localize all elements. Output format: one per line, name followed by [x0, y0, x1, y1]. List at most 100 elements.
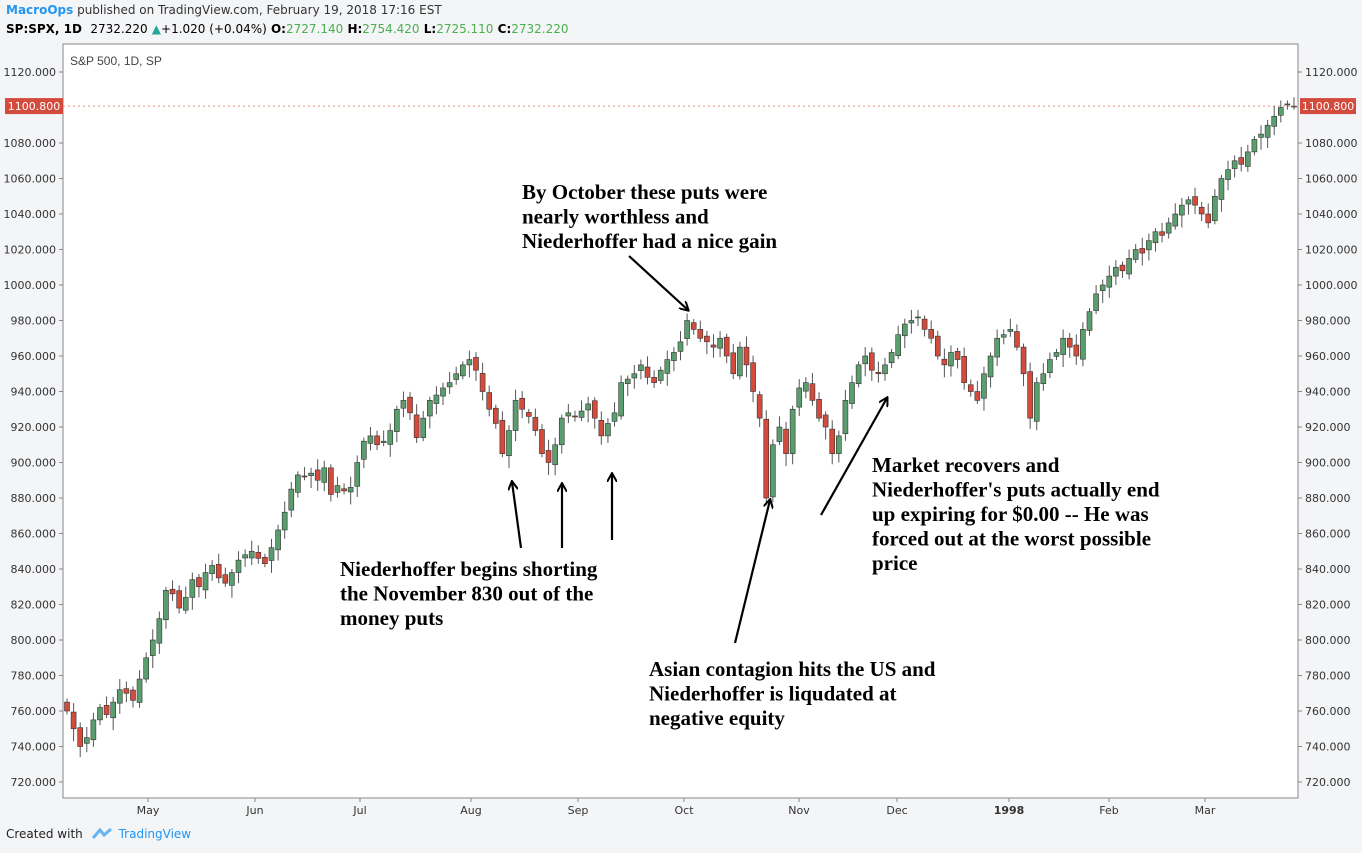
candle-body [1047, 359, 1053, 373]
candle-body [657, 369, 664, 381]
candle-body [229, 572, 235, 586]
candle-body [295, 474, 301, 493]
candle-body [901, 323, 908, 337]
candle-body [895, 334, 901, 356]
author-link[interactable]: MacroOps [6, 3, 74, 17]
candle-body [737, 346, 743, 377]
publish-line: MacroOps published on TradingView.com, F… [6, 3, 442, 17]
y-tick-label-left: 740.000 [11, 741, 57, 754]
annotation-line: nearly worthless and [522, 205, 709, 229]
candle-body [288, 488, 295, 511]
candle-body [519, 397, 525, 410]
candle-body [83, 737, 90, 744]
candle-body [1053, 352, 1060, 357]
created-with: Created with [6, 827, 83, 841]
last-price-tag-text: 1100.800 [8, 100, 61, 113]
candle-body [1179, 204, 1185, 216]
candle-body [934, 335, 941, 357]
ann-recovers: Market recovers and Niederhoffer's puts a… [872, 453, 1160, 575]
candle-body [1080, 329, 1086, 360]
candle-body [684, 320, 690, 339]
annotation-line: money puts [340, 606, 443, 630]
candle-body [763, 418, 770, 499]
candle-body [770, 444, 776, 498]
c-label: C: [497, 22, 512, 36]
footer: Created with TradingView [6, 827, 191, 844]
candle-body [420, 417, 427, 438]
candle-body [1119, 264, 1126, 272]
candle-body [506, 430, 512, 457]
candle-body [664, 359, 671, 374]
candle-body [1205, 213, 1212, 224]
y-tick-label-left: 720.000 [11, 776, 57, 789]
candle-body [149, 639, 156, 656]
candle-body [90, 719, 97, 741]
candle-body [446, 382, 453, 388]
y-tick-label-left: 1080.000 [4, 137, 57, 150]
candle-body [704, 335, 710, 343]
y-tick-label-left: 1120.000 [4, 66, 57, 79]
l-value: 2725.110 [436, 22, 494, 36]
candle-body [783, 428, 789, 454]
candle-body [1000, 334, 1007, 338]
annotation-arrow [820, 398, 887, 516]
candle-body [1126, 258, 1132, 275]
y-tick-label-left: 820.000 [11, 599, 57, 612]
annotation-line: up expiring for $0.00 -- He was [872, 502, 1149, 526]
candle-body [869, 352, 875, 371]
tradingview-link[interactable]: TradingView [118, 827, 192, 841]
candle-body [750, 362, 756, 392]
candle-body [671, 352, 677, 361]
y-tick-label-right: 1000.000 [1305, 279, 1358, 292]
candle-body [97, 707, 103, 721]
candle-body [123, 688, 130, 694]
candle-body [928, 329, 934, 339]
y-tick-label-right: 980.000 [1305, 315, 1351, 328]
candle-body [248, 550, 255, 559]
candle-body [453, 373, 460, 380]
candle-body [618, 382, 624, 417]
candle-body [492, 407, 499, 424]
candle-body [275, 529, 281, 551]
candle-body [717, 337, 723, 349]
x-tick-label: Jul [352, 804, 366, 817]
candle-body [70, 711, 77, 730]
candle-body [209, 565, 215, 574]
candle-body [624, 378, 631, 384]
candle-body [1212, 195, 1218, 222]
candle-body [981, 373, 987, 399]
last-price-tag-left [5, 98, 63, 115]
candle-body [268, 547, 275, 561]
candle-body [921, 318, 928, 330]
y-tick-label-left: 1000.000 [4, 279, 57, 292]
candle-body [242, 554, 248, 559]
candle-body [1225, 169, 1231, 180]
candle-body [400, 400, 407, 409]
candle-body [638, 364, 644, 371]
candle-body [644, 366, 651, 378]
candle-body [1238, 157, 1245, 165]
candle-body [1040, 373, 1047, 384]
candle-body [136, 678, 143, 703]
candle-body [1093, 293, 1099, 311]
candle-body [1152, 231, 1159, 244]
candle-body [1099, 284, 1106, 291]
candle-body [1165, 222, 1172, 234]
candle-body [176, 590, 182, 609]
symbol: SP:SPX, 1D [6, 22, 82, 36]
candle-body [908, 320, 915, 324]
x-tick-label: 1998 [994, 804, 1025, 817]
candle-body [651, 376, 657, 383]
candle-body [1066, 337, 1073, 348]
candle-body [1218, 178, 1225, 200]
candle-body [328, 467, 334, 495]
candle-body [941, 358, 948, 366]
candle-body [473, 357, 479, 371]
candle-body [974, 391, 981, 401]
candle-body [163, 589, 169, 621]
candle-body [301, 475, 308, 478]
plot-area[interactable] [62, 43, 1299, 799]
x-tick-label: Mar [1195, 804, 1216, 817]
candle-body [776, 426, 783, 442]
